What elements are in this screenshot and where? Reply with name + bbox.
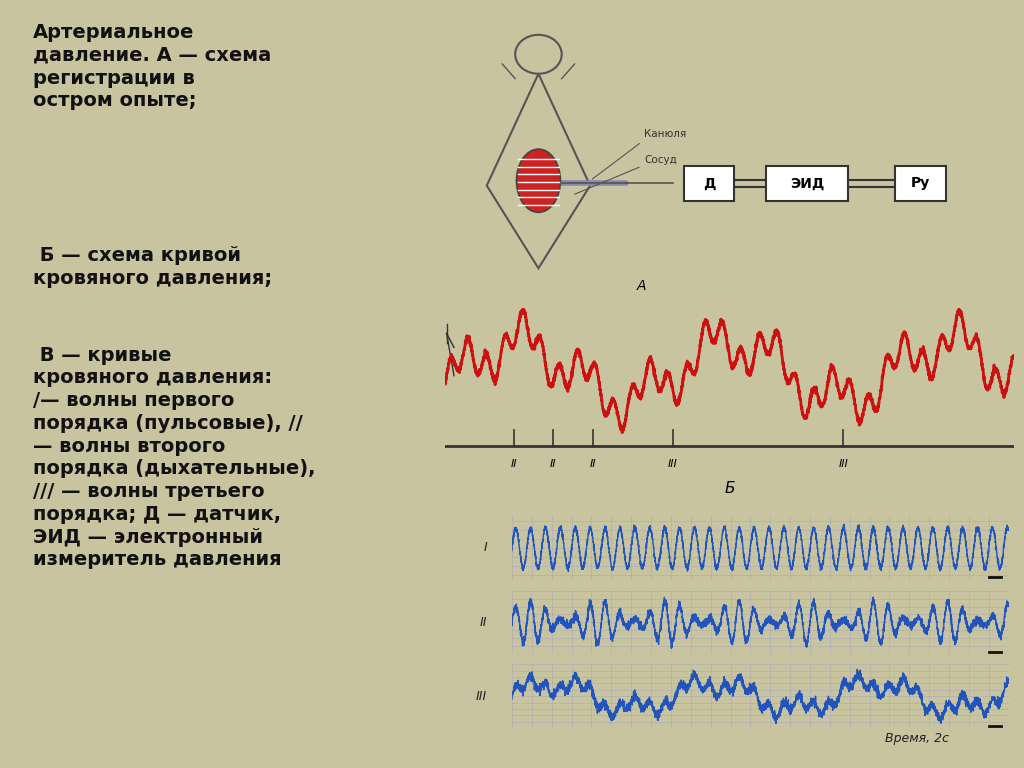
Text: II: II	[590, 459, 596, 469]
Text: III: III	[476, 690, 487, 703]
Text: ЭИД: ЭИД	[790, 177, 824, 190]
Text: Б: Б	[724, 482, 735, 496]
Ellipse shape	[516, 149, 560, 212]
Text: II: II	[510, 459, 517, 469]
Text: Ру: Ру	[911, 177, 931, 190]
Text: II: II	[550, 459, 557, 469]
Text: Б — схема кривой
кровяного давления;: Б — схема кривой кровяного давления;	[33, 246, 272, 287]
Text: В — кривые
кровяного давления:
/— волны первого
порядка (пульсовые), //
— волны : В — кривые кровяного давления: /— волны …	[33, 346, 315, 569]
Text: Канюля: Канюля	[644, 129, 687, 140]
Text: Д: Д	[702, 177, 715, 190]
Text: II: II	[479, 616, 487, 629]
Text: III: III	[668, 459, 678, 469]
Text: III: III	[839, 459, 848, 469]
Text: Время, 2с: Время, 2с	[885, 733, 949, 745]
Text: Сосуд: Сосуд	[644, 155, 677, 165]
FancyBboxPatch shape	[766, 166, 848, 201]
Text: I: I	[483, 541, 487, 554]
Text: А: А	[637, 279, 646, 293]
Text: Артериальное
давление. А — схема
регистрации в
остром опыте;: Артериальное давление. А — схема регистр…	[33, 23, 271, 111]
FancyBboxPatch shape	[895, 166, 946, 201]
FancyBboxPatch shape	[684, 166, 734, 201]
